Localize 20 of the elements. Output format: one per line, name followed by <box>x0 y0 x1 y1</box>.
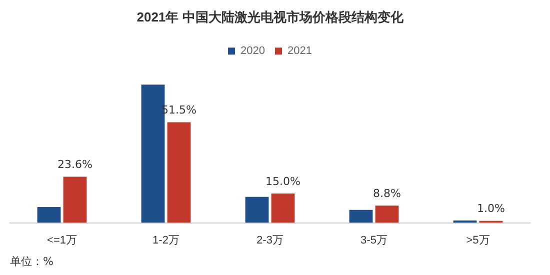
bar <box>37 206 61 223</box>
bar <box>245 196 269 223</box>
data-label: 8.8% <box>373 186 401 200</box>
bar <box>375 206 399 223</box>
x-tick-label: 3-5万 <box>360 234 388 246</box>
text: 单位：% <box>10 254 54 269</box>
bar <box>167 122 191 223</box>
data-label: 1.0% <box>477 202 505 216</box>
x-tick-label: 1-2万 <box>152 234 180 246</box>
legend-label: 2020 <box>240 45 266 58</box>
bar <box>349 210 373 223</box>
bar <box>271 194 295 223</box>
data-label: 15.0% <box>266 174 300 188</box>
x-tick-label: 2-3万 <box>256 234 284 246</box>
x-tick-label: >5万 <box>466 234 490 246</box>
chart-title: 2021年 中国大陆激光电视市场价格段结构变化 <box>136 9 404 24</box>
data-label: 23.6% <box>58 158 92 172</box>
x-tick-label: <=1万 <box>47 234 77 246</box>
bar <box>63 176 87 223</box>
legend-label: 2021 <box>288 45 312 58</box>
